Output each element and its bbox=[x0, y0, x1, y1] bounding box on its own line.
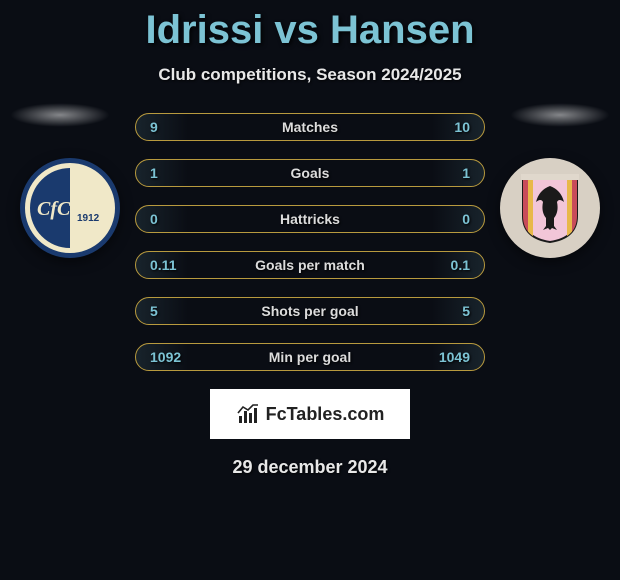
stat-row: 1092 Min per goal 1049 bbox=[135, 343, 485, 371]
stat-label: Goals bbox=[291, 165, 330, 181]
badge-right-icon bbox=[500, 158, 600, 258]
stat-right-value: 5 bbox=[430, 303, 470, 319]
page-title: Idrissi vs Hansen bbox=[0, 0, 620, 53]
stat-left-value: 5 bbox=[150, 303, 190, 319]
team-badge-left: CfC 1912 bbox=[20, 158, 120, 258]
stat-row: 1 Goals 1 bbox=[135, 159, 485, 187]
badge-left-icon: CfC 1912 bbox=[20, 158, 120, 258]
stat-label: Min per goal bbox=[269, 349, 351, 365]
badge-left-monogram: CfC bbox=[37, 198, 70, 221]
chart-icon bbox=[236, 402, 260, 426]
stat-left-value: 1092 bbox=[150, 349, 190, 365]
stat-right-value: 0 bbox=[430, 211, 470, 227]
stat-right-value: 0.1 bbox=[430, 257, 470, 273]
stats-list: 9 Matches 10 1 Goals 1 0 Hattricks 0 0.1… bbox=[135, 113, 485, 371]
stat-left-value: 0.11 bbox=[150, 257, 190, 273]
source-logo: FcTables.com bbox=[210, 389, 410, 439]
shield-icon bbox=[519, 172, 581, 244]
stat-left-value: 0 bbox=[150, 211, 190, 227]
badge-right-shadow bbox=[510, 103, 610, 127]
stat-row: 5 Shots per goal 5 bbox=[135, 297, 485, 325]
stat-right-value: 1 bbox=[430, 165, 470, 181]
subtitle: Club competitions, Season 2024/2025 bbox=[0, 65, 620, 85]
stat-label: Shots per goal bbox=[261, 303, 358, 319]
stat-label: Matches bbox=[282, 119, 338, 135]
team-badge-right bbox=[500, 158, 600, 258]
stat-left-value: 1 bbox=[150, 165, 190, 181]
date-label: 29 december 2024 bbox=[0, 457, 620, 478]
stat-right-value: 10 bbox=[430, 119, 470, 135]
stat-row: 0 Hattricks 0 bbox=[135, 205, 485, 233]
stat-label: Goals per match bbox=[255, 257, 365, 273]
stat-label: Hattricks bbox=[280, 211, 340, 227]
badge-left-shadow bbox=[10, 103, 110, 127]
stat-row: 0.11 Goals per match 0.1 bbox=[135, 251, 485, 279]
source-logo-text: FcTables.com bbox=[266, 404, 385, 425]
stat-left-value: 9 bbox=[150, 119, 190, 135]
comparison-panel: CfC 1912 bbox=[0, 113, 620, 478]
stat-right-value: 1049 bbox=[430, 349, 470, 365]
badge-left-year: 1912 bbox=[77, 213, 99, 224]
stat-row: 9 Matches 10 bbox=[135, 113, 485, 141]
